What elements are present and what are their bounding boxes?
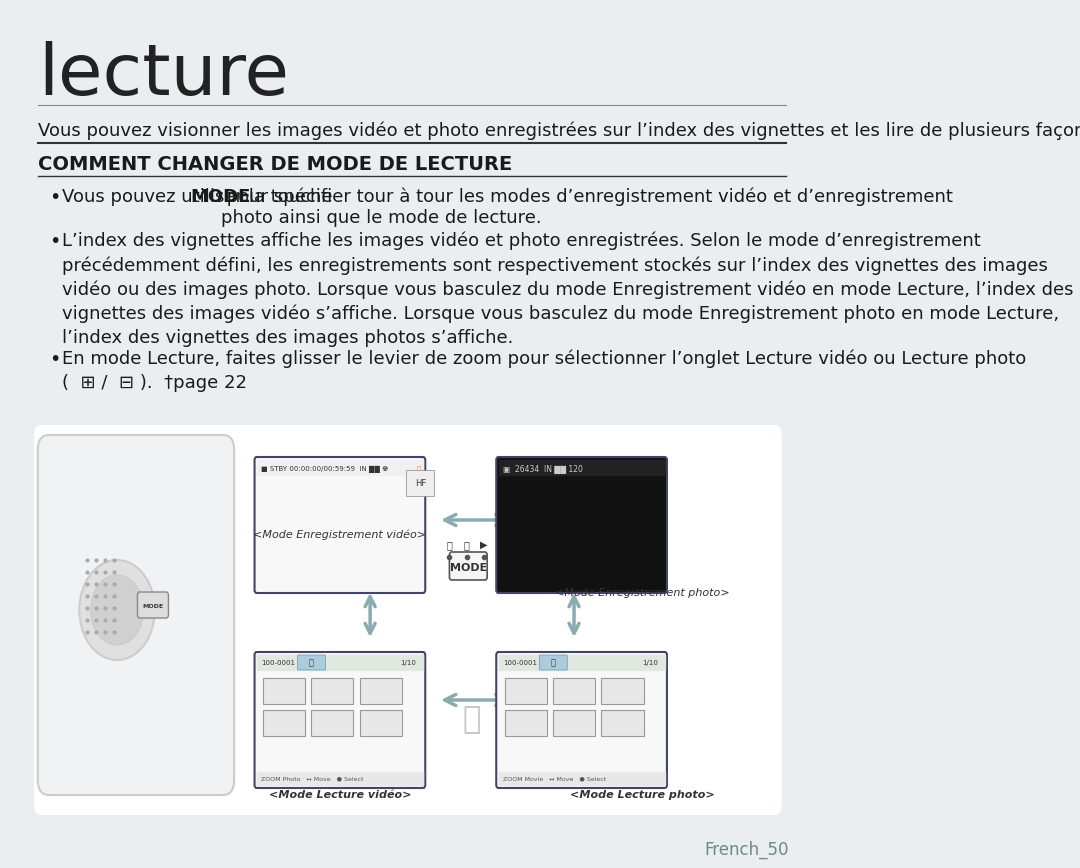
- Bar: [553, 678, 595, 704]
- Text: lecture: lecture: [38, 41, 288, 109]
- FancyBboxPatch shape: [38, 435, 234, 795]
- Text: MODE: MODE: [190, 188, 251, 206]
- Text: : : [416, 466, 420, 472]
- Text: 🎥: 🎥: [446, 540, 453, 550]
- Text: 1/10: 1/10: [401, 660, 416, 666]
- FancyBboxPatch shape: [255, 652, 426, 788]
- Text: ■ STBY 00:00:00/00:59:59  IN ██ ☢: ■ STBY 00:00:00/00:59:59 IN ██ ☢: [261, 465, 389, 472]
- Text: <Mode Enregistrement photo>: <Mode Enregistrement photo>: [555, 588, 729, 598]
- Bar: [262, 710, 306, 736]
- FancyBboxPatch shape: [33, 425, 782, 815]
- Text: 📷: 📷: [551, 659, 555, 667]
- Bar: [553, 710, 595, 736]
- Text: French_50: French_50: [705, 841, 789, 859]
- Text: 100-0001: 100-0001: [261, 660, 295, 666]
- Text: En mode Lecture, faites glisser le levier de zoom pour sélectionner l’onglet Lec: En mode Lecture, faites glisser le levie…: [62, 350, 1026, 392]
- Text: 👋: 👋: [463, 706, 482, 734]
- Text: ZOOM Movie   ↔ Move   ● Select: ZOOM Movie ↔ Move ● Select: [503, 777, 606, 781]
- FancyBboxPatch shape: [449, 552, 487, 580]
- Text: MODE: MODE: [141, 604, 163, 609]
- Text: MODE: MODE: [449, 563, 487, 573]
- Circle shape: [79, 560, 154, 660]
- Bar: [360, 710, 402, 736]
- Bar: [311, 678, 353, 704]
- FancyBboxPatch shape: [255, 457, 426, 593]
- Text: 📷: 📷: [309, 659, 313, 667]
- Text: •: •: [49, 350, 60, 369]
- Text: •: •: [49, 232, 60, 251]
- Bar: [360, 678, 402, 704]
- FancyBboxPatch shape: [298, 655, 325, 670]
- FancyBboxPatch shape: [496, 652, 667, 788]
- Text: HF: HF: [415, 478, 426, 488]
- Text: 100-0001: 100-0001: [503, 660, 537, 666]
- Text: ZOOM Photo   ↔ Move   ● Select: ZOOM Photo ↔ Move ● Select: [261, 777, 364, 781]
- Text: 📷: 📷: [463, 540, 470, 550]
- Bar: [504, 678, 546, 704]
- Text: 1/10: 1/10: [642, 660, 658, 666]
- FancyBboxPatch shape: [496, 457, 667, 593]
- Bar: [602, 710, 644, 736]
- Text: ▶: ▶: [481, 540, 488, 550]
- Text: Vous pouvez utiliser la touche: Vous pouvez utiliser la touche: [62, 188, 338, 206]
- Text: •: •: [49, 188, 60, 207]
- Text: <Mode Enregistrement vidéo>: <Mode Enregistrement vidéo>: [254, 529, 427, 540]
- Text: Vous pouvez visionner les images vidéo et photo enregistrées sur l’index des vig: Vous pouvez visionner les images vidéo e…: [38, 122, 1080, 141]
- Text: L’index des vignettes affiche les images vidéo et photo enregistrées. Selon le m: L’index des vignettes affiche les images…: [62, 232, 1074, 347]
- Text: <Mode Lecture photo>: <Mode Lecture photo>: [569, 790, 714, 800]
- Bar: [504, 710, 546, 736]
- Text: pour spécifier tour à tour les modes d’enregistrement vidéo et d’enregistrement
: pour spécifier tour à tour les modes d’e…: [220, 188, 953, 227]
- Text: COMMENT CHANGER DE MODE DE LECTURE: COMMENT CHANGER DE MODE DE LECTURE: [38, 155, 512, 174]
- FancyBboxPatch shape: [539, 655, 567, 670]
- Bar: [311, 710, 353, 736]
- Circle shape: [91, 575, 144, 645]
- Text: <Mode Lecture vidéo>: <Mode Lecture vidéo>: [269, 790, 411, 800]
- Bar: [602, 678, 644, 704]
- Text: ▣  26434  IN ██ 120: ▣ 26434 IN ██ 120: [503, 464, 583, 474]
- Bar: [262, 678, 306, 704]
- FancyBboxPatch shape: [137, 592, 168, 618]
